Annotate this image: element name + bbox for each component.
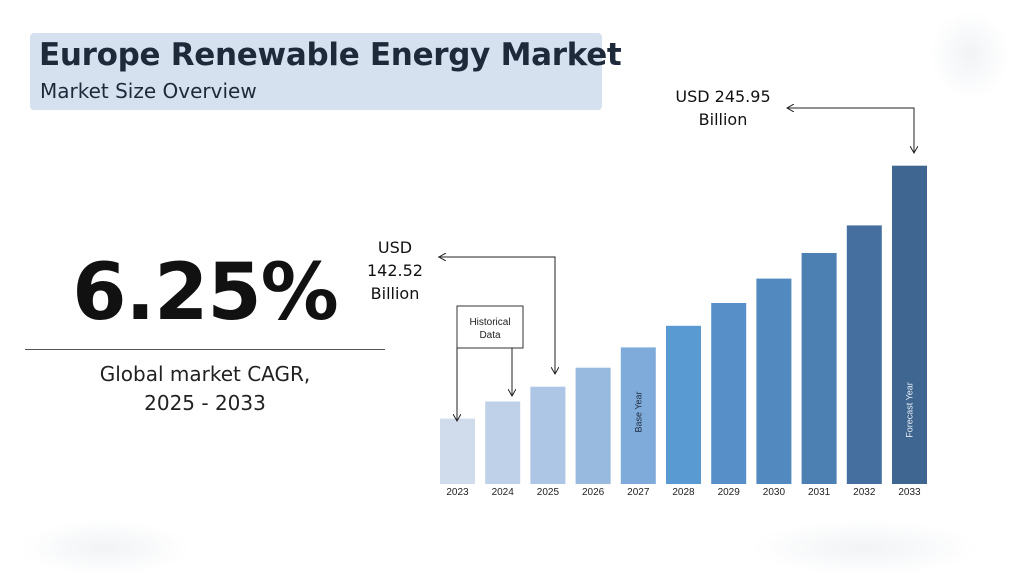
bar-2023 (440, 418, 475, 484)
x-tick-label: 2027 (627, 487, 650, 498)
bar-2033 (892, 165, 927, 484)
x-tick-label: 2024 (492, 487, 515, 498)
bar-annotation-2027: Base Year (633, 391, 643, 432)
bar-2028 (666, 325, 701, 484)
x-tick-label: 2033 (898, 487, 921, 498)
start-value-line2: 142.52 (367, 261, 423, 280)
bar-2027 (620, 347, 656, 484)
cagr-label-line1: Global market CAGR, (99, 362, 311, 386)
x-tick-label: 2030 (763, 487, 786, 498)
x-tick-label: 2032 (853, 487, 876, 498)
decorative-glow (750, 520, 980, 576)
cagr-label: Global market CAGR, 2025 - 2033 (25, 360, 385, 418)
bar-2032 (846, 225, 882, 484)
x-tick-label: 2026 (582, 487, 605, 498)
x-tick-label: 2031 (808, 487, 831, 498)
historical-data-box (456, 305, 524, 349)
bar-2024 (485, 401, 521, 484)
decorative-glow (930, 10, 1010, 100)
historical-data-label-line2: Data (479, 330, 501, 341)
historical-data-label-line1: Historical (469, 317, 510, 328)
x-tick-label: 2028 (672, 487, 695, 498)
x-tick-label: 2025 (537, 487, 560, 498)
bar-2029 (711, 303, 747, 484)
end-value-line1: USD 245.95 (675, 87, 770, 106)
start-value-line1: USD (378, 238, 412, 257)
cagr-value: 6.25% (72, 248, 339, 338)
page-title: Europe Renewable Energy Market (39, 37, 622, 73)
x-tick-label: 2029 (718, 487, 741, 498)
x-tick-label: 2023 (446, 487, 469, 498)
bar-2025 (530, 386, 566, 484)
end-value-line2: Billion (699, 110, 748, 129)
end-value-connector (797, 107, 915, 150)
bar-annotation-2033: Forecast Year (905, 382, 915, 438)
bar-2031 (801, 253, 837, 484)
cagr-label-line2: 2025 - 2033 (144, 391, 266, 415)
title-box: Europe Renewable Energy Market Market Si… (30, 33, 622, 110)
start-value-line3: Billion (371, 284, 420, 303)
cagr-divider (25, 349, 385, 350)
bar-2030 (756, 278, 792, 484)
decorative-glow (20, 520, 190, 576)
bar-2026 (575, 367, 611, 484)
page-subtitle: Market Size Overview (40, 79, 257, 103)
